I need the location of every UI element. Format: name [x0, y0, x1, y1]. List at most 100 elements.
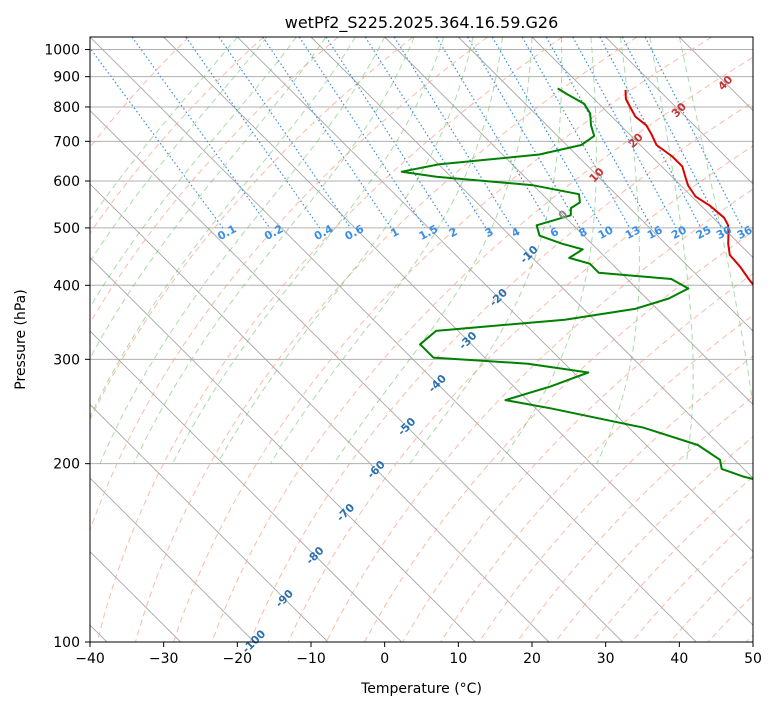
mixing-ratio-label: 30: [714, 223, 734, 242]
dry-adiabat-line: [287, 145, 753, 642]
mixing-ratio-label: 3: [483, 225, 496, 240]
mixing-ratio-line: [644, 37, 743, 229]
x-tick-label: −10: [296, 651, 326, 667]
isotherm-line: [90, 256, 476, 642]
x-tick-label: 50: [744, 651, 762, 667]
mixing-ratio-line: [262, 37, 392, 229]
mixing-ratio-label: 20: [669, 223, 689, 242]
mixing-ratio-line: [545, 37, 653, 229]
mixing-ratio-line: [218, 37, 351, 229]
moist-adiabat-line: [90, 37, 297, 309]
x-axis-title: Temperature (°C): [360, 681, 482, 697]
mixing-ratio-line: [521, 37, 631, 229]
dewpoint-profile-line: [400, 87, 753, 480]
mixing-ratio-label: 1: [388, 225, 401, 240]
x-tick-label: −40: [75, 651, 105, 667]
moist-adiabat-line: [90, 37, 268, 263]
isotherm-line: [605, 37, 753, 185]
isotherm-line: [90, 183, 550, 642]
x-tick-label: 0: [380, 651, 389, 667]
dry-adiabat-line: [90, 37, 339, 324]
isotherm-line: [531, 37, 753, 259]
isotherm-line: [679, 37, 753, 112]
dry-adiabat-line: [669, 555, 753, 642]
y-tick-label: 600: [53, 174, 80, 190]
isotherm-line: [90, 37, 697, 642]
x-tick-label: 40: [670, 651, 688, 667]
x-tick-label: −30: [149, 651, 179, 667]
moist-adiabat-line: [217, 37, 474, 464]
plot-area: [90, 37, 753, 642]
mixing-ratio-label: 10: [596, 223, 616, 242]
y-tick-label: 200: [53, 457, 80, 473]
mixing-ratio-label: 13: [623, 223, 643, 242]
mixing-ratio-label: 36: [735, 223, 755, 242]
mixing-ratio-line: [325, 37, 451, 229]
y-tick-label: 500: [53, 221, 80, 237]
mixing-ratio-line: [393, 37, 513, 229]
y-tick-label: 900: [53, 70, 80, 86]
isotherm-line: [384, 37, 753, 406]
dry-adiabat-line: [211, 56, 753, 642]
mixing-ratio-line: [90, 47, 224, 229]
y-tick-label: 1000: [44, 43, 80, 59]
dry-adiabat-line: [554, 436, 753, 642]
dry-adiabat-line: [90, 37, 264, 234]
dry-adiabat-line: [90, 37, 414, 421]
dry-adiabat-line: [90, 37, 488, 532]
mixing-ratio-label: 2: [447, 225, 460, 240]
isotherm-line: [310, 37, 753, 479]
mixing-ratio-label: 0.4: [312, 222, 336, 243]
isotherm-line: [752, 37, 753, 38]
moist-adiabat-line: [133, 37, 415, 464]
series-layer: [400, 87, 753, 480]
mixing-ratio-label: 8: [577, 225, 590, 240]
plot-frame: [89, 36, 754, 643]
x-axis: −40 −30 −20 −10 0 10 20 30 40 50: [75, 642, 762, 667]
moist-adiabat-line: [270, 37, 503, 464]
dry-adiabat-line: [440, 314, 753, 642]
mixing-ratio-label: 0.1: [215, 222, 238, 243]
temperature-profile-line: [624, 89, 753, 287]
isotherm-line: [90, 403, 329, 642]
dry-adiabat-line: [173, 37, 712, 642]
isoline-labels: 0.1 0.2 0.4 0.6 1 1.5 2 3 4 6 8 10 13 16 20 25 30 36-100-…: [215, 73, 754, 656]
mixing-ratio-label: 6: [548, 225, 561, 240]
dry-adiabat-line: [96, 37, 563, 642]
y-tick-label: 300: [53, 352, 80, 368]
background-lines: [90, 37, 753, 642]
mixing-ratio-line: [466, 37, 581, 229]
dry-adiabat-line: [249, 101, 753, 642]
dry-adiabat-line: [707, 594, 753, 642]
moist-adiabat-line: [172, 37, 445, 464]
moist-adiabat-line: [99, 37, 386, 464]
dry-adiabat-line: [478, 355, 753, 642]
isotherm-line: [237, 37, 753, 553]
mixing-ratio-line: [491, 37, 604, 229]
dry-adiabat-line: [325, 188, 753, 642]
isotherm-line: [90, 109, 623, 642]
moist-adiabat-line: [678, 37, 753, 410]
isotherm-line: [90, 330, 402, 642]
mixing-ratio-line: [435, 37, 552, 229]
moist-adiabat-line: [409, 37, 563, 464]
dry-adiabat-line: [745, 634, 753, 642]
mixing-ratio-label: 0.2: [262, 222, 285, 243]
x-tick-label: 10: [449, 651, 467, 667]
dry-adiabat-line: [516, 395, 753, 642]
mixing-ratio-label: 25: [694, 223, 714, 242]
dry-adiabat-line: [134, 37, 638, 642]
moist-adiabat-line: [596, 37, 640, 464]
y-tick-label: 800: [53, 100, 80, 116]
isotherm-line: [163, 37, 753, 626]
mixing-ratio-label: 16: [645, 223, 665, 242]
moist-adiabat-line: [499, 37, 597, 464]
dry-adiabat-line: [592, 476, 753, 642]
isotherm-line: [90, 477, 255, 642]
y-tick-label: 700: [53, 134, 80, 150]
moist-adiabat-line: [90, 37, 327, 360]
mixing-ratio-line: [185, 37, 321, 229]
mixing-ratio-line: [131, 37, 271, 229]
mixing-ratio-line: [364, 37, 487, 229]
